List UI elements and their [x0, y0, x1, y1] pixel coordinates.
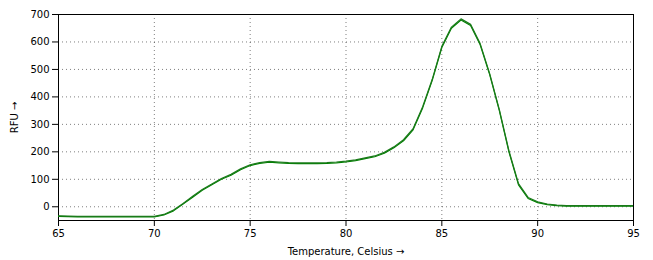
svg-text:600: 600 — [30, 36, 49, 47]
svg-text:70: 70 — [148, 228, 161, 239]
svg-text:0: 0 — [43, 201, 49, 212]
svg-text:300: 300 — [30, 119, 49, 130]
svg-text:80: 80 — [340, 228, 353, 239]
svg-text:RFU →: RFU → — [9, 102, 20, 134]
svg-text:95: 95 — [627, 228, 640, 239]
svg-text:85: 85 — [435, 228, 448, 239]
svg-text:Temperature, Celsius →: Temperature, Celsius → — [287, 246, 405, 257]
svg-text:400: 400 — [30, 91, 49, 102]
svg-text:65: 65 — [52, 228, 65, 239]
svg-text:500: 500 — [30, 64, 49, 75]
svg-text:700: 700 — [30, 9, 49, 20]
svg-text:90: 90 — [531, 228, 544, 239]
svg-text:75: 75 — [244, 228, 257, 239]
svg-text:100: 100 — [30, 174, 49, 185]
svg-text:200: 200 — [30, 146, 49, 157]
